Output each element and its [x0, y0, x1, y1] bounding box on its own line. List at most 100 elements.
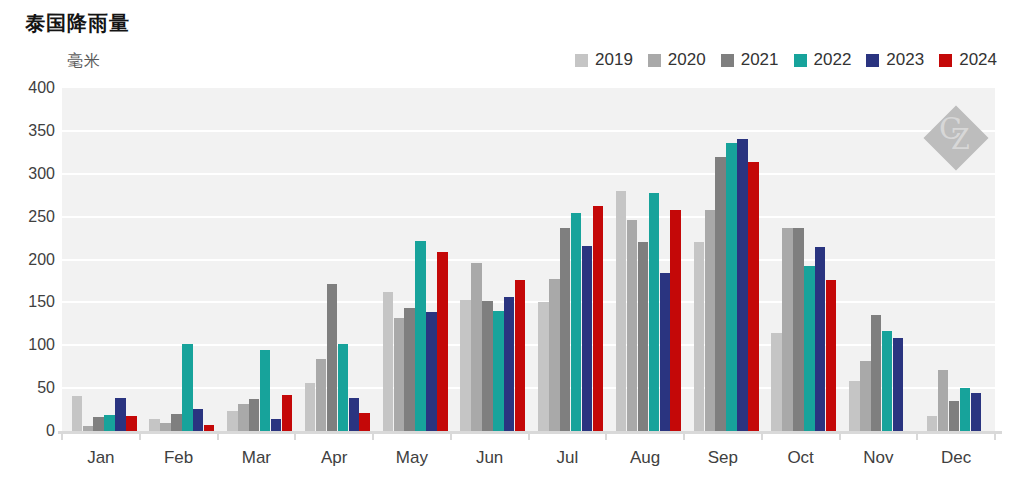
bar-2019-Jul — [538, 302, 548, 431]
legend-item-2022: 2022 — [794, 50, 852, 70]
bar-2022-Aug — [649, 193, 659, 431]
bar-2019-Nov — [849, 381, 859, 431]
x-tick-label-oct: Oct — [762, 448, 840, 468]
cz-watermark-letters: C Z — [933, 115, 979, 161]
y-tick-label-400: 400 — [0, 80, 55, 96]
legend-item-2020: 2020 — [648, 50, 706, 70]
bar-2023-Apr — [349, 398, 359, 431]
legend-swatch-2021 — [721, 54, 734, 67]
bar-2020-May — [394, 318, 404, 431]
bar-2021-Dec — [949, 401, 959, 431]
bar-2020-Apr — [316, 359, 326, 431]
x-tick-label-jan: Jan — [62, 448, 140, 468]
y-tick-label-250: 250 — [0, 209, 55, 225]
plot-area: C Z — [62, 88, 995, 431]
x-axis-tick-10 — [839, 434, 841, 440]
bar-2021-Oct — [793, 228, 803, 431]
x-tick-label-jun: Jun — [451, 448, 529, 468]
x-tick-label-jul: Jul — [529, 448, 607, 468]
chart-legend: 2019 2020 2021 2022 2023 2024 — [575, 50, 997, 70]
x-axis-tick-labels: JanFebMarAprMayJunJulAugSepOctNovDec — [62, 448, 995, 472]
bar-2023-Jul — [582, 246, 592, 431]
rainfall-chart-page: 泰国降雨量 毫米 201920202021202220232024 050100… — [0, 0, 1017, 489]
legend-swatch-2023 — [866, 54, 879, 67]
y-tick-label-150: 150 — [0, 294, 55, 310]
bar-2020-Aug — [627, 220, 637, 431]
bar-2024-Jul — [593, 206, 603, 431]
legend-swatch-2020 — [648, 54, 661, 67]
bar-2022-Nov — [882, 331, 892, 431]
gridline-300 — [62, 173, 995, 175]
bar-2022-Jun — [493, 311, 503, 431]
legend-label-2024: 2024 — [959, 50, 997, 70]
y-tick-label-350: 350 — [0, 123, 55, 139]
y-tick-label-200: 200 — [0, 252, 55, 268]
bar-2021-Feb — [171, 414, 181, 431]
x-axis-tick-11 — [916, 434, 918, 440]
bar-2019-Dec — [927, 416, 937, 431]
watermark-letter-z: Z — [951, 124, 970, 155]
x-tick-label-sep: Sep — [684, 448, 762, 468]
x-axis-tick-6 — [528, 434, 530, 440]
bar-2024-Jan — [126, 416, 136, 431]
y-axis-tick-labels: 050100150200250300350400 — [0, 0, 55, 489]
x-tick-label-apr: Apr — [295, 448, 373, 468]
x-tick-label-nov: Nov — [840, 448, 918, 468]
bar-2024-Oct — [826, 280, 836, 431]
bar-2022-Feb — [182, 344, 192, 431]
bar-2024-May — [437, 252, 447, 431]
gridline-250 — [62, 216, 995, 218]
bar-2020-Sep — [705, 210, 715, 431]
y-axis-unit-label: 毫米 — [67, 51, 101, 72]
bar-2021-Mar — [249, 399, 259, 431]
y-tick-label-50: 50 — [0, 380, 55, 396]
legend-label-2022: 2022 — [814, 50, 852, 70]
x-tick-label-dec: Dec — [917, 448, 995, 468]
x-axis-tick-4 — [372, 434, 374, 440]
bar-2021-Jul — [560, 228, 570, 431]
x-tick-label-mar: Mar — [218, 448, 296, 468]
bar-2019-Oct — [771, 333, 781, 431]
gridline-350 — [62, 130, 995, 132]
x-axis-tick-3 — [294, 434, 296, 440]
x-tick-label-aug: Aug — [606, 448, 684, 468]
bar-2023-Sep — [737, 139, 747, 431]
bar-2023-Oct — [815, 247, 825, 431]
x-axis-tick-1 — [139, 434, 141, 440]
legend-label-2019: 2019 — [595, 50, 633, 70]
legend-label-2020: 2020 — [668, 50, 706, 70]
bar-2023-Jun — [504, 297, 514, 431]
bar-2021-Jun — [482, 301, 492, 431]
gridline-100 — [62, 344, 995, 346]
bar-2019-Jan — [72, 396, 82, 431]
bar-2024-Sep — [748, 162, 758, 431]
gridline-150 — [62, 301, 995, 303]
bar-2019-Sep — [694, 242, 704, 431]
bar-2019-Apr — [305, 383, 315, 431]
bar-2019-May — [383, 292, 393, 431]
bar-2020-Dec — [938, 370, 948, 431]
legend-swatch-2022 — [794, 54, 807, 67]
bar-2022-Oct — [804, 266, 814, 431]
bar-2019-Aug — [616, 191, 626, 431]
legend-item-2021: 2021 — [721, 50, 779, 70]
bar-2019-Jun — [460, 300, 470, 431]
bar-2021-May — [404, 308, 414, 431]
bar-2022-Jan — [104, 415, 114, 431]
bar-2023-May — [426, 312, 436, 431]
bar-2020-Jul — [549, 279, 559, 431]
y-tick-label-100: 100 — [0, 337, 55, 353]
bar-2024-Jun — [515, 280, 525, 431]
y-tick-label-0: 0 — [0, 423, 55, 439]
gridline-200 — [62, 259, 995, 261]
bar-2021-Jan — [93, 417, 103, 431]
bar-2024-Mar — [282, 395, 292, 431]
legend-item-2024: 2024 — [939, 50, 997, 70]
legend-item-2023: 2023 — [866, 50, 924, 70]
x-axis-tick-2 — [217, 434, 219, 440]
bar-2021-Sep — [715, 157, 725, 431]
cz-watermark-logo: C Z — [923, 105, 988, 170]
bar-2021-Apr — [327, 284, 337, 431]
bar-2024-Apr — [359, 413, 369, 431]
bar-2023-Jan — [115, 398, 125, 431]
